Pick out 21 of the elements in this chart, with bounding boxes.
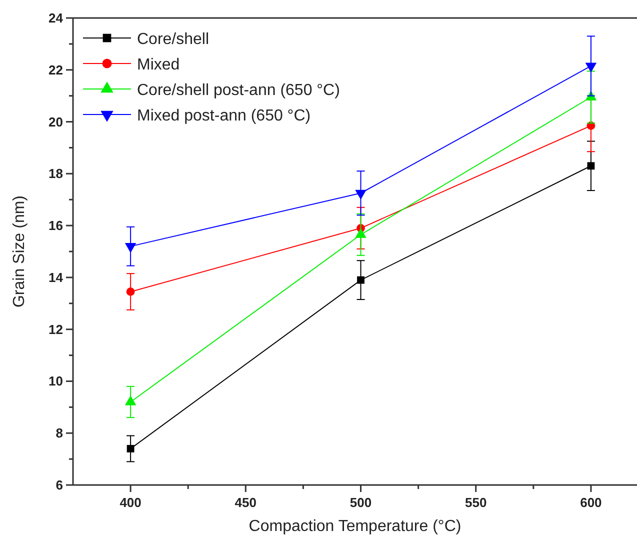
y-tick-label: 18 [48, 166, 63, 182]
y-tick-label: 12 [48, 322, 63, 337]
x-tick-label: 450 [234, 495, 257, 510]
x-axis-title: Compaction Temperature (°C) [248, 518, 462, 535]
legend-label: Core/shell [137, 31, 210, 48]
y-tick-label: 24 [48, 10, 64, 26]
y-tick-label: 20 [48, 114, 63, 130]
legend-label: Core/shell post-ann (650 °C) [137, 82, 340, 99]
x-tick-label: 500 [350, 495, 372, 510]
x-tick-label: 550 [465, 495, 487, 510]
x-tick-label: 400 [120, 495, 142, 510]
y-tick-label: 16 [48, 218, 63, 234]
legend-label: Mixed post-ann (650 °C) [137, 108, 311, 124]
legend-label: Mixed [137, 56, 180, 74]
y-tick-label: 14 [48, 270, 64, 285]
x-tick-label: 600 [580, 495, 602, 510]
y-tick-label: 10 [48, 374, 63, 389]
y-tick-label: 22 [48, 62, 63, 78]
y-tick-label: 6 [56, 478, 63, 492]
y-tick-label: 8 [56, 426, 63, 441]
y-axis-title: Grain Size (nm) [11, 195, 28, 308]
